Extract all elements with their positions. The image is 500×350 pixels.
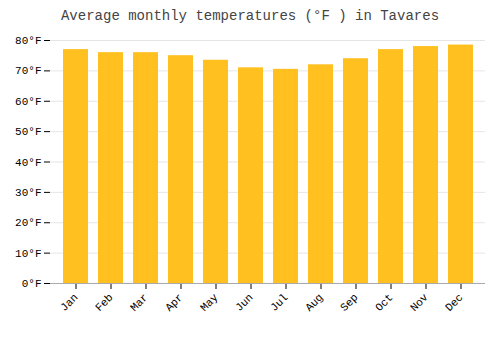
svg-text:20°F: 20°F	[15, 217, 41, 229]
svg-text:Apr: Apr	[163, 291, 185, 313]
svg-text:50°F: 50°F	[15, 126, 41, 138]
svg-text:60°F: 60°F	[15, 96, 41, 108]
svg-text:Jul: Jul	[268, 291, 290, 313]
svg-text:Mar: Mar	[128, 291, 150, 313]
svg-text:Aug: Aug	[303, 291, 325, 313]
svg-text:Dec: Dec	[443, 291, 465, 313]
svg-text:Jun: Jun	[233, 291, 255, 313]
html-text:Average monthly temperatures (: Average monthly temperatures (°F ) in Ta…	[61, 8, 439, 24]
svg-text:Nov: Nov	[408, 291, 431, 314]
svg-text:May: May	[198, 291, 221, 314]
svg-text:0°F: 0°F	[22, 278, 42, 290]
svg-text:Feb: Feb	[93, 291, 115, 313]
svg-text:Sep: Sep	[338, 291, 360, 313]
svg-text:80°F: 80°F	[15, 35, 41, 47]
svg-text:40°F: 40°F	[15, 157, 41, 169]
svg-text:10°F: 10°F	[15, 248, 41, 260]
svg-text:70°F: 70°F	[15, 65, 41, 77]
svg-text:Jan: Jan	[58, 291, 80, 313]
svg-text:Oct: Oct	[373, 291, 395, 313]
svg-text:30°F: 30°F	[15, 187, 41, 199]
